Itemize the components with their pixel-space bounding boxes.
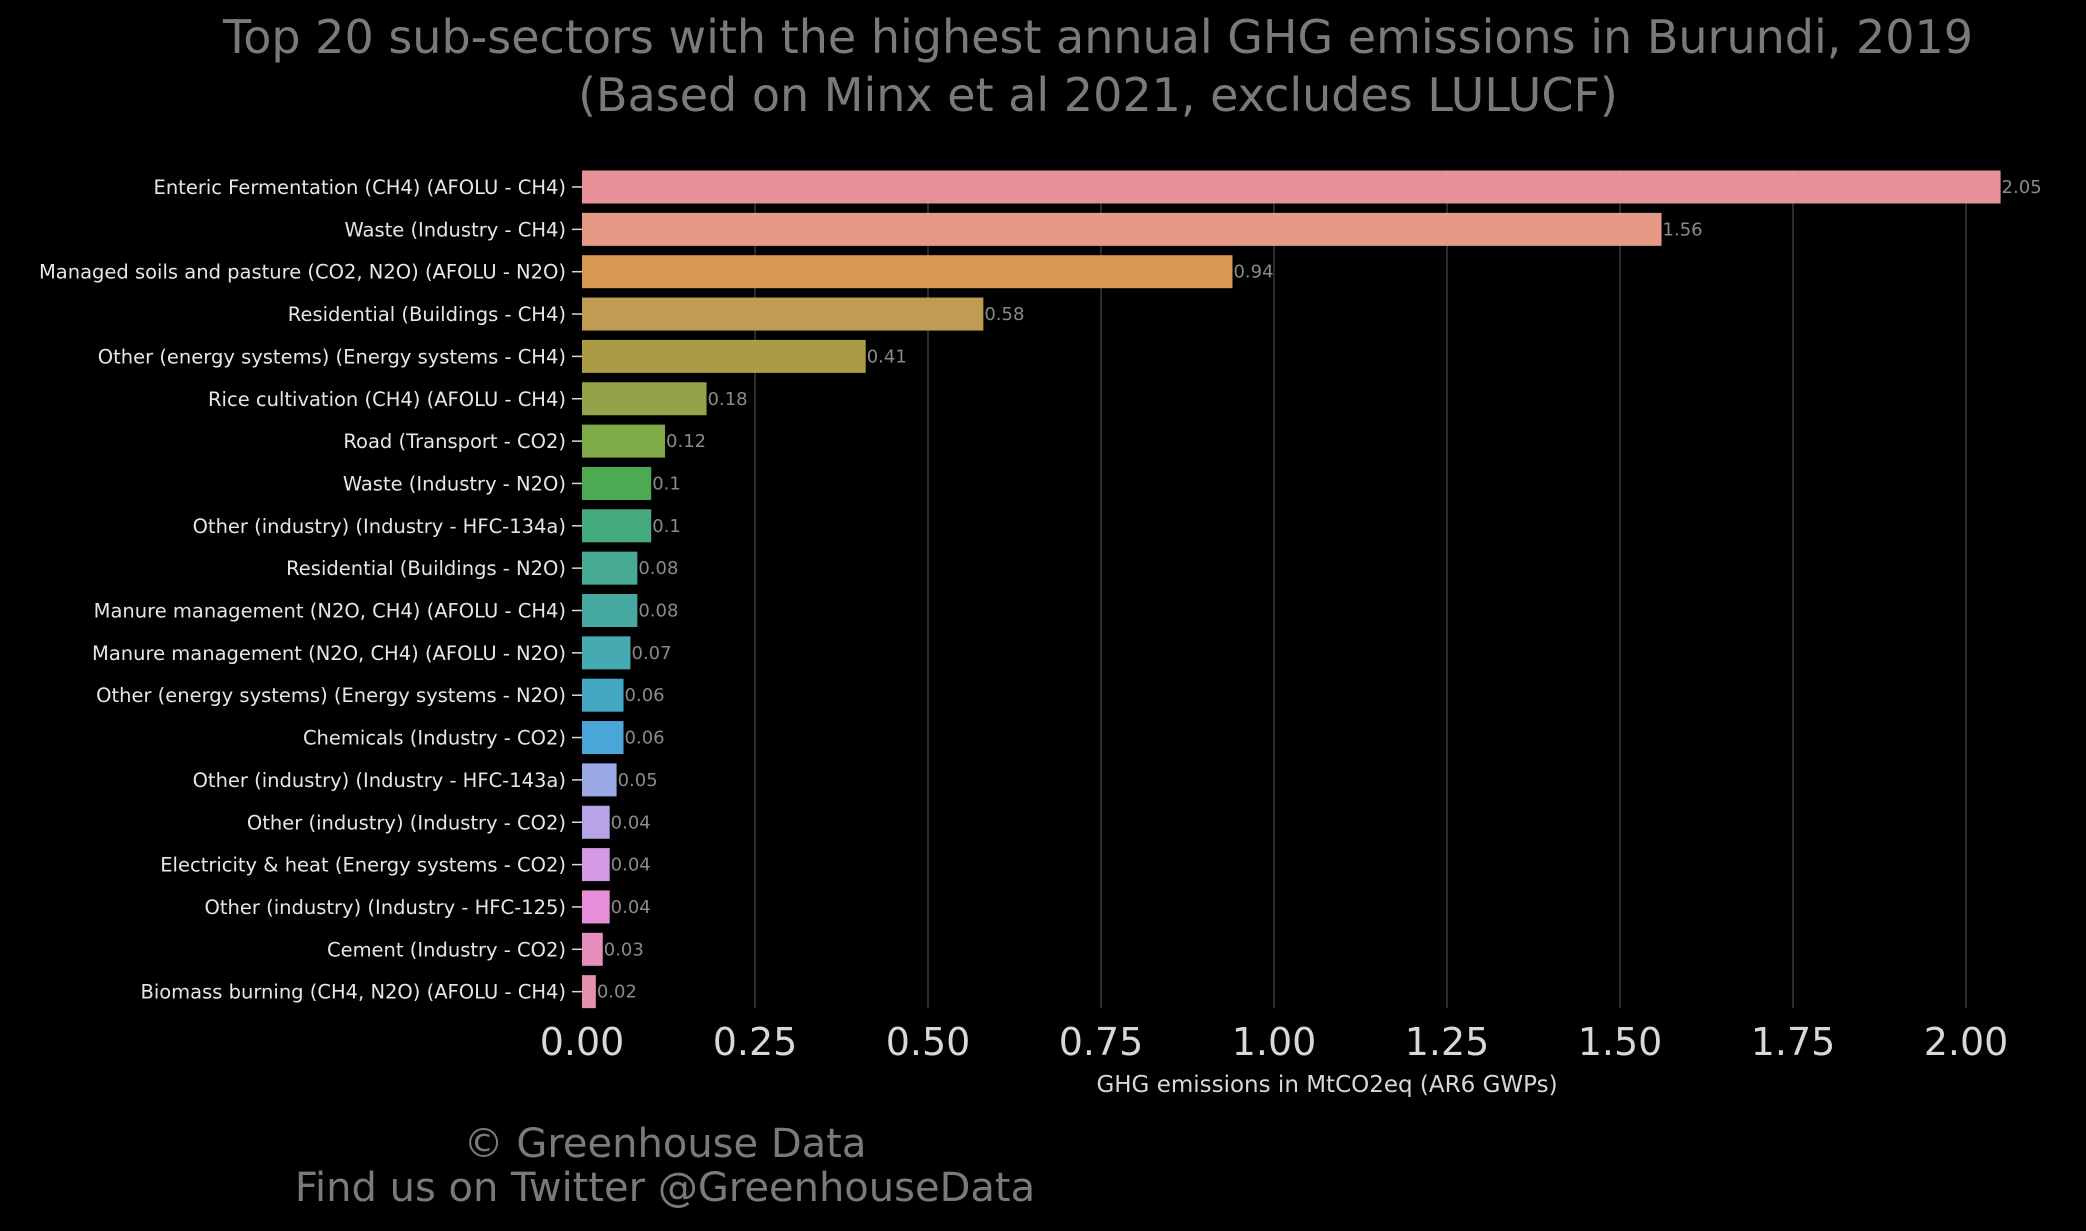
data-label: 0.04 [611,812,651,833]
x-tick-label: 1.00 [1232,1020,1317,1064]
bar [582,848,610,882]
y-tick-label: Manure management (N2O, CH4) (AFOLU - CH… [94,600,566,623]
bar [582,297,984,331]
y-axis-labels: Enteric Fermentation (CH4) (AFOLU - CH4)… [39,176,582,1004]
data-label: 2.05 [2002,177,2042,198]
bar [582,466,652,500]
y-tick-label: Waste (Industry - N2O) [343,472,566,495]
chart-title: Top 20 sub-sectors with the highest annu… [222,10,1974,64]
x-tick-label: 1.75 [1751,1020,1836,1064]
bar [582,636,631,670]
chart-title-block: Top 20 sub-sectors with the highest annu… [0,8,2086,124]
y-tick-label: Residential (Buildings - N2O) [286,557,566,580]
value-labels: 2.05 1.56 0.94 0.58 0.41 0.180.12 0.1 0.1 0.08 0.… [597,177,2042,1003]
x-tick-label: 0.25 [713,1020,798,1064]
data-label: 0.02 [597,982,637,1003]
data-label: 0.18 [708,389,748,410]
x-tick-label: 0.50 [886,1020,971,1064]
x-tick-label: 0.00 [540,1020,625,1064]
x-axis-ticks: 0.00 0.25 0.50 0.75 1.00 1.25 1.50 1.75 2.00 [540,1020,2009,1064]
y-tick-label: Waste (Industry - CH4) [344,218,566,241]
bar [582,763,617,797]
y-tick-label: Cement (Industry - CO2) [327,938,566,961]
bar [582,212,1662,246]
bar [582,805,610,839]
data-label: 1.56 [1663,219,1703,240]
data-label: 0.08 [638,601,678,622]
grid-lines [754,170,1967,1008]
footer-copyright: © Greenhouse Data [463,1121,867,1167]
bar [582,255,1233,289]
bar [582,382,707,416]
y-tick-label: Electricity & heat (Energy systems - CO2… [160,854,566,877]
bar [582,594,638,627]
data-label: 0.06 [625,685,665,706]
y-tick-label: Other (industry) (Industry - HFC-125) [205,896,566,919]
data-label: 0.1 [652,516,681,537]
y-tick-label: Other (industry) (Industry - HFC-143a) [193,769,566,792]
data-label: 0.03 [604,939,644,960]
bar [582,721,624,755]
y-tick-label: Road (Transport - CO2) [343,430,566,453]
data-label: 0.05 [618,770,658,791]
bar [582,170,2001,204]
y-tick-label: Other (industry) (Industry - CO2) [247,811,566,834]
y-tick-label: Residential (Buildings - CH4) [288,303,566,326]
bar [582,424,666,458]
y-tick-label: Rice cultivation (CH4) (AFOLU - CH4) [208,388,566,411]
data-label: 0.12 [666,431,706,452]
data-label: 0.1 [652,473,681,494]
bar [582,551,638,585]
bar [582,678,624,712]
y-tick-label: Other (industry) (Industry - HFC-134a) [193,515,566,538]
y-tick-label: Chemicals (Industry - CO2) [303,727,566,750]
x-tick-label: 0.75 [1059,1020,1144,1064]
x-axis-label: GHG emissions in MtCO2eq (AR6 GWPs) [1096,1072,1557,1098]
y-tick-label: Biomass burning (CH4, N2O) (AFOLU - CH4) [140,981,566,1004]
data-label: 0.06 [625,728,665,749]
y-tick-label: Manure management (N2O, CH4) (AFOLU - N2… [92,642,566,665]
bar [582,932,603,966]
footer-twitter: Find us on Twitter @GreenhouseData [294,1165,1036,1211]
chart-subtitle: (Based on Minx et al 2021, excludes LULU… [578,68,1618,122]
bar [582,509,652,543]
footer: © Greenhouse Data Find us on Twitter @Gr… [0,1122,1330,1210]
bars [582,170,2001,1009]
data-label: 0.58 [984,304,1024,325]
data-label: 0.41 [867,346,907,367]
bar [582,975,596,1009]
y-tick-label: Managed soils and pasture (CO2, N2O) (AF… [39,261,566,284]
y-tick-label: Other (energy systems) (Energy systems -… [96,684,566,707]
x-tick-label: 2.00 [1924,1020,2009,1064]
bar [582,890,610,924]
y-tick-label: Enteric Fermentation (CH4) (AFOLU - CH4) [154,176,567,199]
data-label: 0.94 [1233,262,1273,283]
bar [582,339,866,373]
x-tick-label: 1.25 [1405,1020,1490,1064]
data-label: 0.08 [638,558,678,579]
data-label: 0.04 [611,897,651,918]
x-tick-label: 1.50 [1578,1020,1663,1064]
y-tick-label: Other (energy systems) (Energy systems -… [98,345,566,368]
data-label: 0.07 [631,643,671,664]
data-label: 0.04 [611,855,651,876]
